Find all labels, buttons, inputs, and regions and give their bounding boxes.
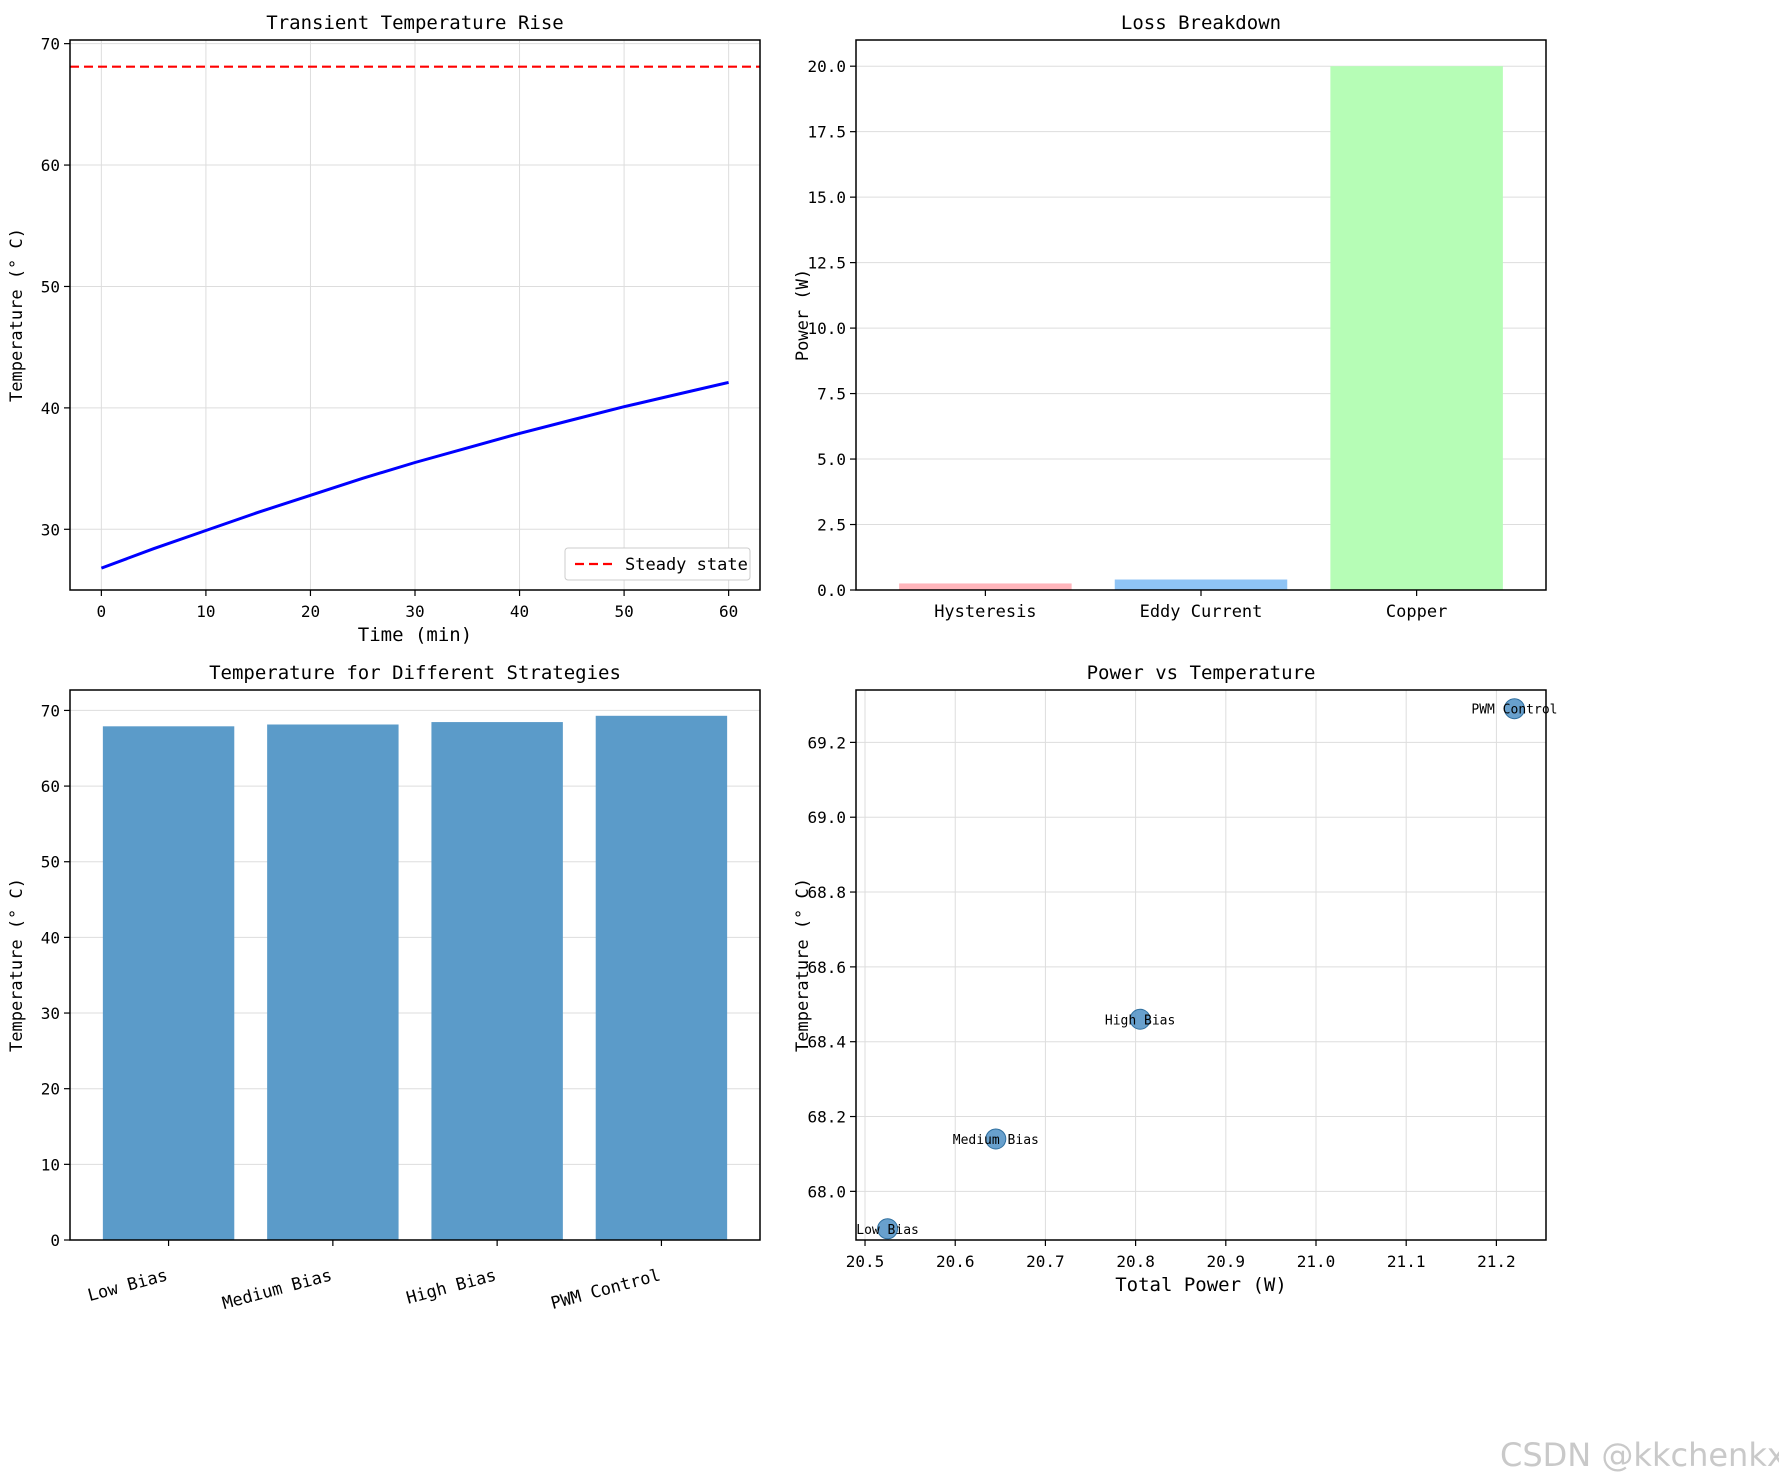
bar-1 [1114, 579, 1288, 590]
plot-frame [855, 39, 1547, 591]
y-tick-label: 5.0 [817, 450, 846, 469]
scatter-point [1129, 1008, 1151, 1030]
y-tick-label: 15.0 [807, 188, 846, 207]
bar-1 [267, 724, 399, 1240]
x-tick-label: 50 [614, 602, 633, 621]
transient-series-line [100, 380, 729, 570]
plot-frame [69, 39, 761, 591]
scatter-point [877, 1218, 899, 1240]
x-tick-label: 21.2 [1477, 1252, 1516, 1271]
y-axis-label: Temperature (° C) [793, 878, 813, 1052]
scatter-point [985, 1128, 1007, 1150]
y-tick-label: 70 [41, 701, 60, 720]
panel-transient: Transient Temperature Rise 30 40 50 60 70 Temp… [7, 12, 761, 646]
chart-title: Power vs Temperature [1087, 662, 1316, 684]
chart-title: Temperature for Different Strategies [209, 662, 621, 684]
x-tick-label: Eddy Current [1140, 602, 1263, 622]
y-axis-label: Power (W) [793, 269, 813, 361]
y-tick-label: 7.5 [817, 385, 846, 404]
point-label: High Bias [1105, 1013, 1175, 1028]
y-tick-label: 10.0 [807, 319, 846, 338]
y-tick-label: 20 [41, 1080, 60, 1099]
y-tick-label: 12.5 [807, 254, 846, 273]
x-tick-label: 20.5 [846, 1252, 885, 1271]
y-tick-label: 0.0 [817, 581, 846, 600]
y-axis-label: Temperature (° C) [7, 878, 27, 1052]
y-tick-label: 68.4 [807, 1033, 846, 1052]
watermark: CSDN @kkchenkx [1500, 1436, 1779, 1474]
bar-2 [1330, 66, 1503, 590]
y-tick-label: 68.6 [807, 958, 846, 977]
x-tick-label: 0 [97, 602, 107, 621]
y-tick-label: 68.0 [807, 1182, 846, 1201]
bar-0 [102, 726, 235, 1240]
x-tick-label: Hysteresis [934, 602, 1036, 622]
x-tick-label: High Bias [404, 1266, 498, 1309]
y-tick-label: 68.2 [807, 1108, 846, 1127]
scatter-point [1503, 698, 1525, 720]
x-tick-label: 20.9 [1207, 1252, 1246, 1271]
x-tick-label: 40 [510, 602, 529, 621]
y-tick-label: 10 [41, 1155, 60, 1174]
y-tick-label: 60 [41, 156, 60, 175]
y-tick-label: 2.5 [817, 516, 846, 535]
y-tick-label: 70 [41, 35, 60, 54]
legend-box [564, 547, 751, 581]
chart-title: Loss Breakdown [1121, 12, 1281, 34]
y-tick-label: 50 [41, 277, 60, 296]
x-tick-label: 20.7 [1026, 1252, 1065, 1271]
x-tick-label: 20.8 [1116, 1252, 1155, 1271]
legend-label: Steady state [625, 555, 748, 575]
chart-title: Transient Temperature Rise [266, 12, 563, 34]
bar-3 [595, 715, 728, 1240]
x-tick-label: Copper [1386, 602, 1447, 622]
y-axis-label: Temperature (° C) [7, 228, 27, 402]
y-tick-label: 68.8 [807, 883, 846, 902]
y-tick-label: 69.0 [807, 808, 846, 827]
point-label: PWM Control [1471, 703, 1557, 718]
x-tick-label: Medium Bias [220, 1266, 334, 1314]
plot-frame [69, 689, 761, 1241]
y-tick-label: 20.0 [807, 57, 846, 76]
x-tick-label: 30 [405, 602, 424, 621]
y-tick-label: 40 [41, 399, 60, 418]
x-axis-label: Total Power (W) [1115, 1274, 1287, 1296]
y-tick-label: 17.5 [807, 123, 846, 142]
y-tick-label: 60 [41, 777, 60, 796]
x-axis-label: Time (min) [358, 624, 472, 646]
x-tick-label: 20 [301, 602, 320, 621]
plot-frame [855, 689, 1547, 1241]
x-tick-label: PWM Control [549, 1266, 663, 1314]
panel-scatter: Power vs Temperature 68.0 68.2 68.4 68.6 68.8… [793, 662, 1557, 1296]
y-tick-label: 50 [41, 853, 60, 872]
panel-strategies: Temperature for Different Strategies 0 10 2… [7, 662, 761, 1314]
y-tick-label: 30 [41, 520, 60, 539]
x-tick-label: 60 [719, 602, 738, 621]
bar-0 [899, 583, 1072, 590]
x-tick-label: 20.6 [936, 1252, 975, 1271]
point-label: Low Bias [856, 1223, 919, 1238]
y-tick-label: 40 [41, 928, 60, 947]
x-tick-label: 10 [196, 602, 215, 621]
point-label: Medium Bias [953, 1133, 1039, 1148]
y-tick-label: 0 [50, 1231, 60, 1250]
x-tick-label: Low Bias [86, 1266, 170, 1307]
panel-loss: Loss Breakdown 0.0 2.5 5.0 7.5 10.0 12.5 15.0 17… [793, 12, 1547, 622]
y-tick-label: 69.2 [807, 733, 846, 752]
bar-2 [431, 722, 563, 1240]
x-tick-label: 21.0 [1297, 1252, 1336, 1271]
x-tick-label: 21.1 [1387, 1252, 1426, 1271]
y-tick-label: 30 [41, 1004, 60, 1023]
